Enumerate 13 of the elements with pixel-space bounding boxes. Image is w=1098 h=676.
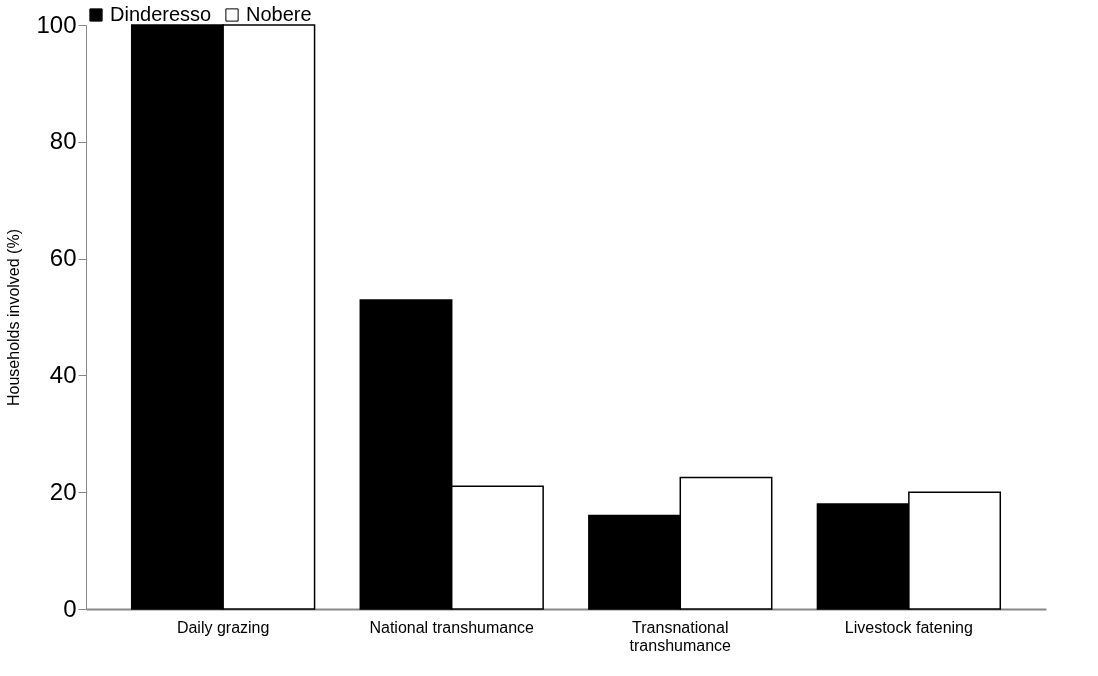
y-tick-label: 0 <box>63 594 77 622</box>
y-tick-label: 80 <box>49 127 77 155</box>
legend-label: Nobere <box>246 3 312 25</box>
legend-label: Dinderesso <box>110 3 212 25</box>
y-tick-label: 100 <box>36 10 77 38</box>
x-tick-label: Transnational transhumance <box>629 618 732 654</box>
x-tick-label: Daily grazing <box>176 618 270 636</box>
y-axis-title: Households involved (%) <box>5 229 23 406</box>
x-tick-label: Livestock fatening <box>844 618 973 636</box>
x-tick-label: National transhumance <box>369 618 535 636</box>
y-tick-label: 60 <box>49 244 77 272</box>
y-tick-label: 20 <box>49 477 77 505</box>
y-tick-label: 40 <box>49 360 77 388</box>
